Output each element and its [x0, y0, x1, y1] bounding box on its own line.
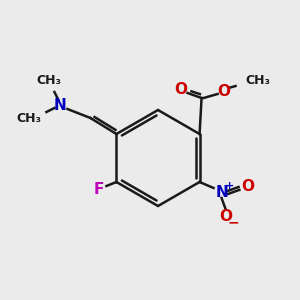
Text: N: N — [215, 184, 228, 200]
Text: CH₃: CH₃ — [36, 74, 61, 86]
Text: F: F — [93, 182, 103, 197]
Text: O: O — [219, 208, 232, 224]
Text: O: O — [217, 85, 230, 100]
Text: N: N — [54, 98, 67, 113]
Text: +: + — [225, 181, 234, 191]
Text: −: − — [228, 215, 239, 229]
Text: CH₃: CH₃ — [16, 112, 41, 124]
Text: CH₃: CH₃ — [246, 74, 271, 86]
Text: O: O — [241, 178, 254, 194]
Text: O: O — [174, 82, 187, 97]
